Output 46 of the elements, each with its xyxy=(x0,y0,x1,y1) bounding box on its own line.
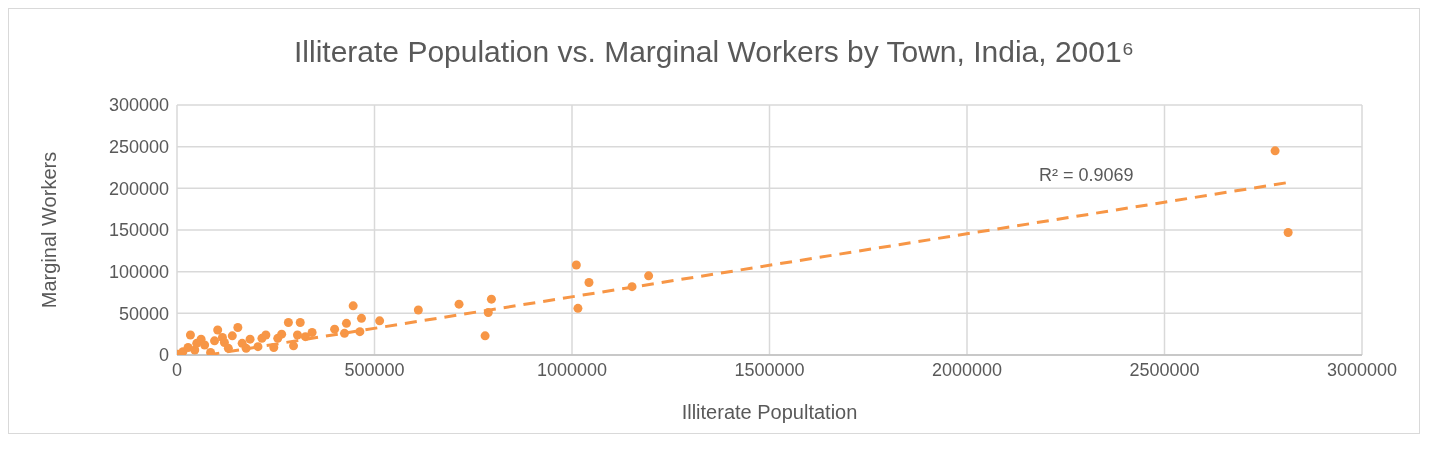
y-axis-title: Marginal Workers xyxy=(38,151,61,309)
y-tick-label: 100000 xyxy=(108,262,169,283)
point xyxy=(330,324,340,334)
x-axis-title: Illiterate Popultation xyxy=(681,401,858,423)
point xyxy=(480,331,490,341)
y-tick-label: 50000 xyxy=(118,303,169,324)
point xyxy=(644,271,654,281)
point xyxy=(307,328,317,337)
y-tick-label: 150000 xyxy=(108,220,169,241)
point xyxy=(356,313,366,323)
point xyxy=(227,331,237,341)
y-tick-label: 200000 xyxy=(108,178,169,199)
point xyxy=(292,330,302,340)
point xyxy=(210,336,220,346)
point xyxy=(486,294,496,304)
point xyxy=(584,278,594,287)
point xyxy=(200,340,210,350)
x-tick-label: 2500000 xyxy=(1129,359,1200,380)
x-tick-label: 1500000 xyxy=(734,359,805,380)
point xyxy=(573,303,583,313)
point xyxy=(213,325,223,335)
point xyxy=(341,318,351,328)
point xyxy=(1270,146,1280,156)
x-tick-label: 0 xyxy=(171,359,183,380)
point xyxy=(277,329,287,339)
point xyxy=(1283,228,1293,237)
chart-title: Illiterate Population vs. Marginal Workers by Town, India, 2001⁶ xyxy=(293,34,1135,70)
y-tick-label: 300000 xyxy=(108,95,169,116)
point xyxy=(413,305,423,315)
x-tick-label: 3000000 xyxy=(1326,359,1398,380)
x-tick-label: 1000000 xyxy=(536,359,608,380)
y-tick-label: 250000 xyxy=(108,137,169,158)
point xyxy=(295,318,305,327)
point xyxy=(375,316,385,326)
point xyxy=(283,318,293,327)
point xyxy=(261,330,271,340)
x-tick-label: 2000000 xyxy=(931,359,1003,380)
point xyxy=(454,299,464,309)
point xyxy=(233,323,243,332)
x-tick-label: 500000 xyxy=(344,359,405,380)
point xyxy=(185,330,195,340)
point xyxy=(571,260,581,270)
point xyxy=(348,301,358,311)
y-tick-label: 0 xyxy=(158,345,169,366)
annotation: R² = 0.9069 xyxy=(1039,165,1134,186)
point xyxy=(245,334,255,344)
